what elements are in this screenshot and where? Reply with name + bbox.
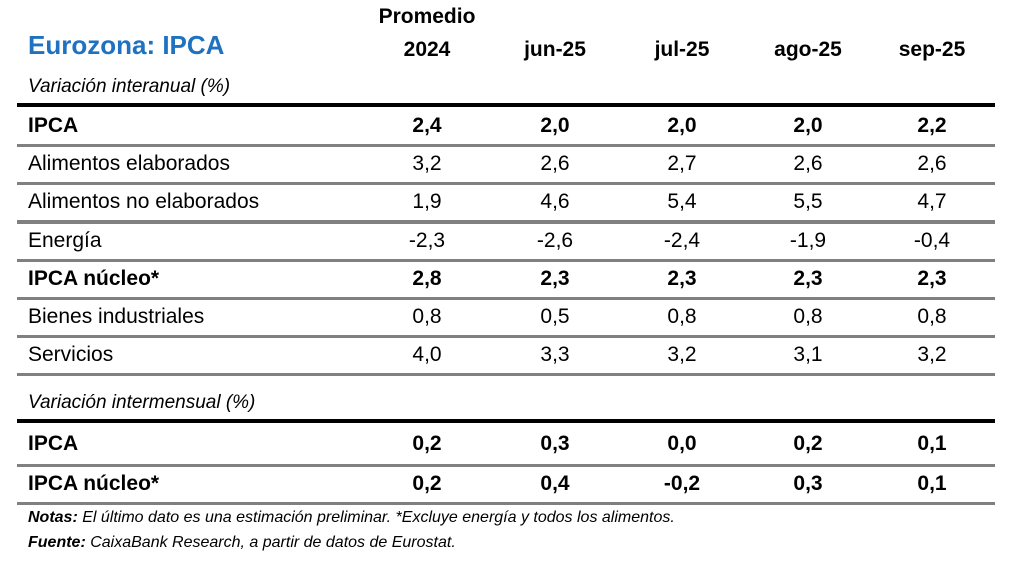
divider <box>17 373 995 376</box>
divider <box>17 144 995 147</box>
cell-value: 2,3 <box>667 267 697 290</box>
column-header: jun-25 <box>524 38 586 61</box>
table-row: Alimentos elaborados 3,2 2,6 2,7 2,6 2,6 <box>0 145 1021 183</box>
divider <box>17 259 995 262</box>
divider <box>17 335 995 338</box>
section-label-interanual: Variación interanual (%) <box>28 76 231 97</box>
cell-value: 2,0 <box>667 114 697 137</box>
cell-value: 0,8 <box>917 305 947 328</box>
divider <box>17 464 995 467</box>
cell-value: 4,6 <box>540 190 570 213</box>
cell-value: 5,4 <box>667 190 697 213</box>
row-label: Energía <box>28 229 102 252</box>
row-label: IPCA <box>28 432 79 455</box>
row-label: IPCA <box>28 114 79 137</box>
table-title: Eurozona: IPCA <box>28 30 225 60</box>
source: Fuente: CaixaBank Research, a partir de … <box>28 534 456 552</box>
cell-value: 0,2 <box>793 432 823 455</box>
cell-value: 0,1 <box>917 472 947 495</box>
cell-value: 2,6 <box>540 152 570 175</box>
cell-value: 1,9 <box>412 190 442 213</box>
column-header: jul-25 <box>654 38 710 61</box>
cell-value: 2,3 <box>793 267 823 290</box>
row-label: Bienes industriales <box>28 305 205 328</box>
cell-value: -0,2 <box>663 472 701 495</box>
row-label: Alimentos elaborados <box>28 152 230 175</box>
cell-value: 4,7 <box>917 190 947 213</box>
cell-value: 2,6 <box>917 152 947 175</box>
row-label: Alimentos no elaborados <box>28 190 260 213</box>
table-row: IPCA núcleo* 2,8 2,3 2,3 2,3 2,3 <box>0 260 1021 298</box>
source-text: CaixaBank Research, a partir de datos de… <box>85 534 456 551</box>
cell-value: 3,1 <box>793 343 823 366</box>
cell-value: 2,4 <box>412 114 442 137</box>
cell-value: 5,5 <box>793 190 823 213</box>
column-header: 2024 <box>403 38 451 61</box>
cell-value: 0,3 <box>793 472 823 495</box>
table-row: IPCA 0,2 0,3 0,0 0,2 0,1 <box>0 425 1021 463</box>
notes: Notas: El último dato es una estimación … <box>28 509 675 527</box>
cell-value: 2,0 <box>793 114 823 137</box>
divider <box>17 502 995 505</box>
divider <box>17 297 995 300</box>
cell-value: 0,8 <box>667 305 697 328</box>
divider <box>17 419 995 423</box>
row-label: Servicios <box>28 343 114 366</box>
table-row: Energía -2,3 -2,6 -2,4 -1,9 -0,4 <box>0 222 1021 260</box>
cell-value: 2,7 <box>667 152 697 175</box>
cell-value: -2,6 <box>536 229 574 252</box>
divider <box>17 182 995 185</box>
cell-value: 0,0 <box>667 432 697 455</box>
cell-value: 3,2 <box>917 343 947 366</box>
cell-value: 3,2 <box>667 343 697 366</box>
notes-label: Notas: <box>28 509 78 526</box>
divider <box>17 103 995 107</box>
cell-value: 0,2 <box>412 472 442 495</box>
source-label: Fuente: <box>28 534 86 551</box>
column-header: ago-25 <box>774 38 842 61</box>
column-header-line1: Promedio <box>378 5 476 28</box>
cell-value: 2,6 <box>793 152 823 175</box>
cell-value: -0,4 <box>913 229 951 252</box>
notes-text: El último dato es una estimación prelimi… <box>77 509 675 526</box>
cell-value: 3,2 <box>412 152 442 175</box>
cell-value: 4,0 <box>412 343 442 366</box>
cell-value: 0,5 <box>540 305 570 328</box>
cell-value: 2,0 <box>540 114 570 137</box>
cell-value: 0,4 <box>540 472 570 495</box>
table-row: IPCA núcleo* 0,2 0,4 -0,2 0,3 0,1 <box>0 465 1021 503</box>
row-label: IPCA núcleo* <box>28 267 160 290</box>
cell-value: 2,3 <box>540 267 570 290</box>
row-label: IPCA núcleo* <box>28 472 160 495</box>
table-row: Servicios 4,0 3,3 3,2 3,1 3,2 <box>0 336 1021 374</box>
cell-value: 0,1 <box>917 432 947 455</box>
cell-value: -2,4 <box>663 229 701 252</box>
cell-value: -1,9 <box>789 229 827 252</box>
table-row: Alimentos no elaborados 1,9 4,6 5,4 5,5 4,7 <box>0 183 1021 221</box>
cell-value: 2,2 <box>917 114 947 137</box>
section-label-intermensual: Variación intermensual (%) <box>28 392 256 413</box>
column-header: sep-25 <box>898 38 966 61</box>
cell-value: 0,2 <box>412 432 442 455</box>
cell-value: 3,3 <box>540 343 570 366</box>
table-row: Bienes industriales 0,8 0,5 0,8 0,8 0,8 <box>0 298 1021 336</box>
cell-value: 2,8 <box>412 267 442 290</box>
cell-value: 2,3 <box>917 267 947 290</box>
cell-value: 0,8 <box>412 305 442 328</box>
cell-value: -2,3 <box>408 229 446 252</box>
cell-value: 0,8 <box>793 305 823 328</box>
table-row: IPCA 2,4 2,0 2,0 2,0 2,2 <box>0 107 1021 145</box>
divider <box>17 220 995 224</box>
cell-value: 0,3 <box>540 432 570 455</box>
